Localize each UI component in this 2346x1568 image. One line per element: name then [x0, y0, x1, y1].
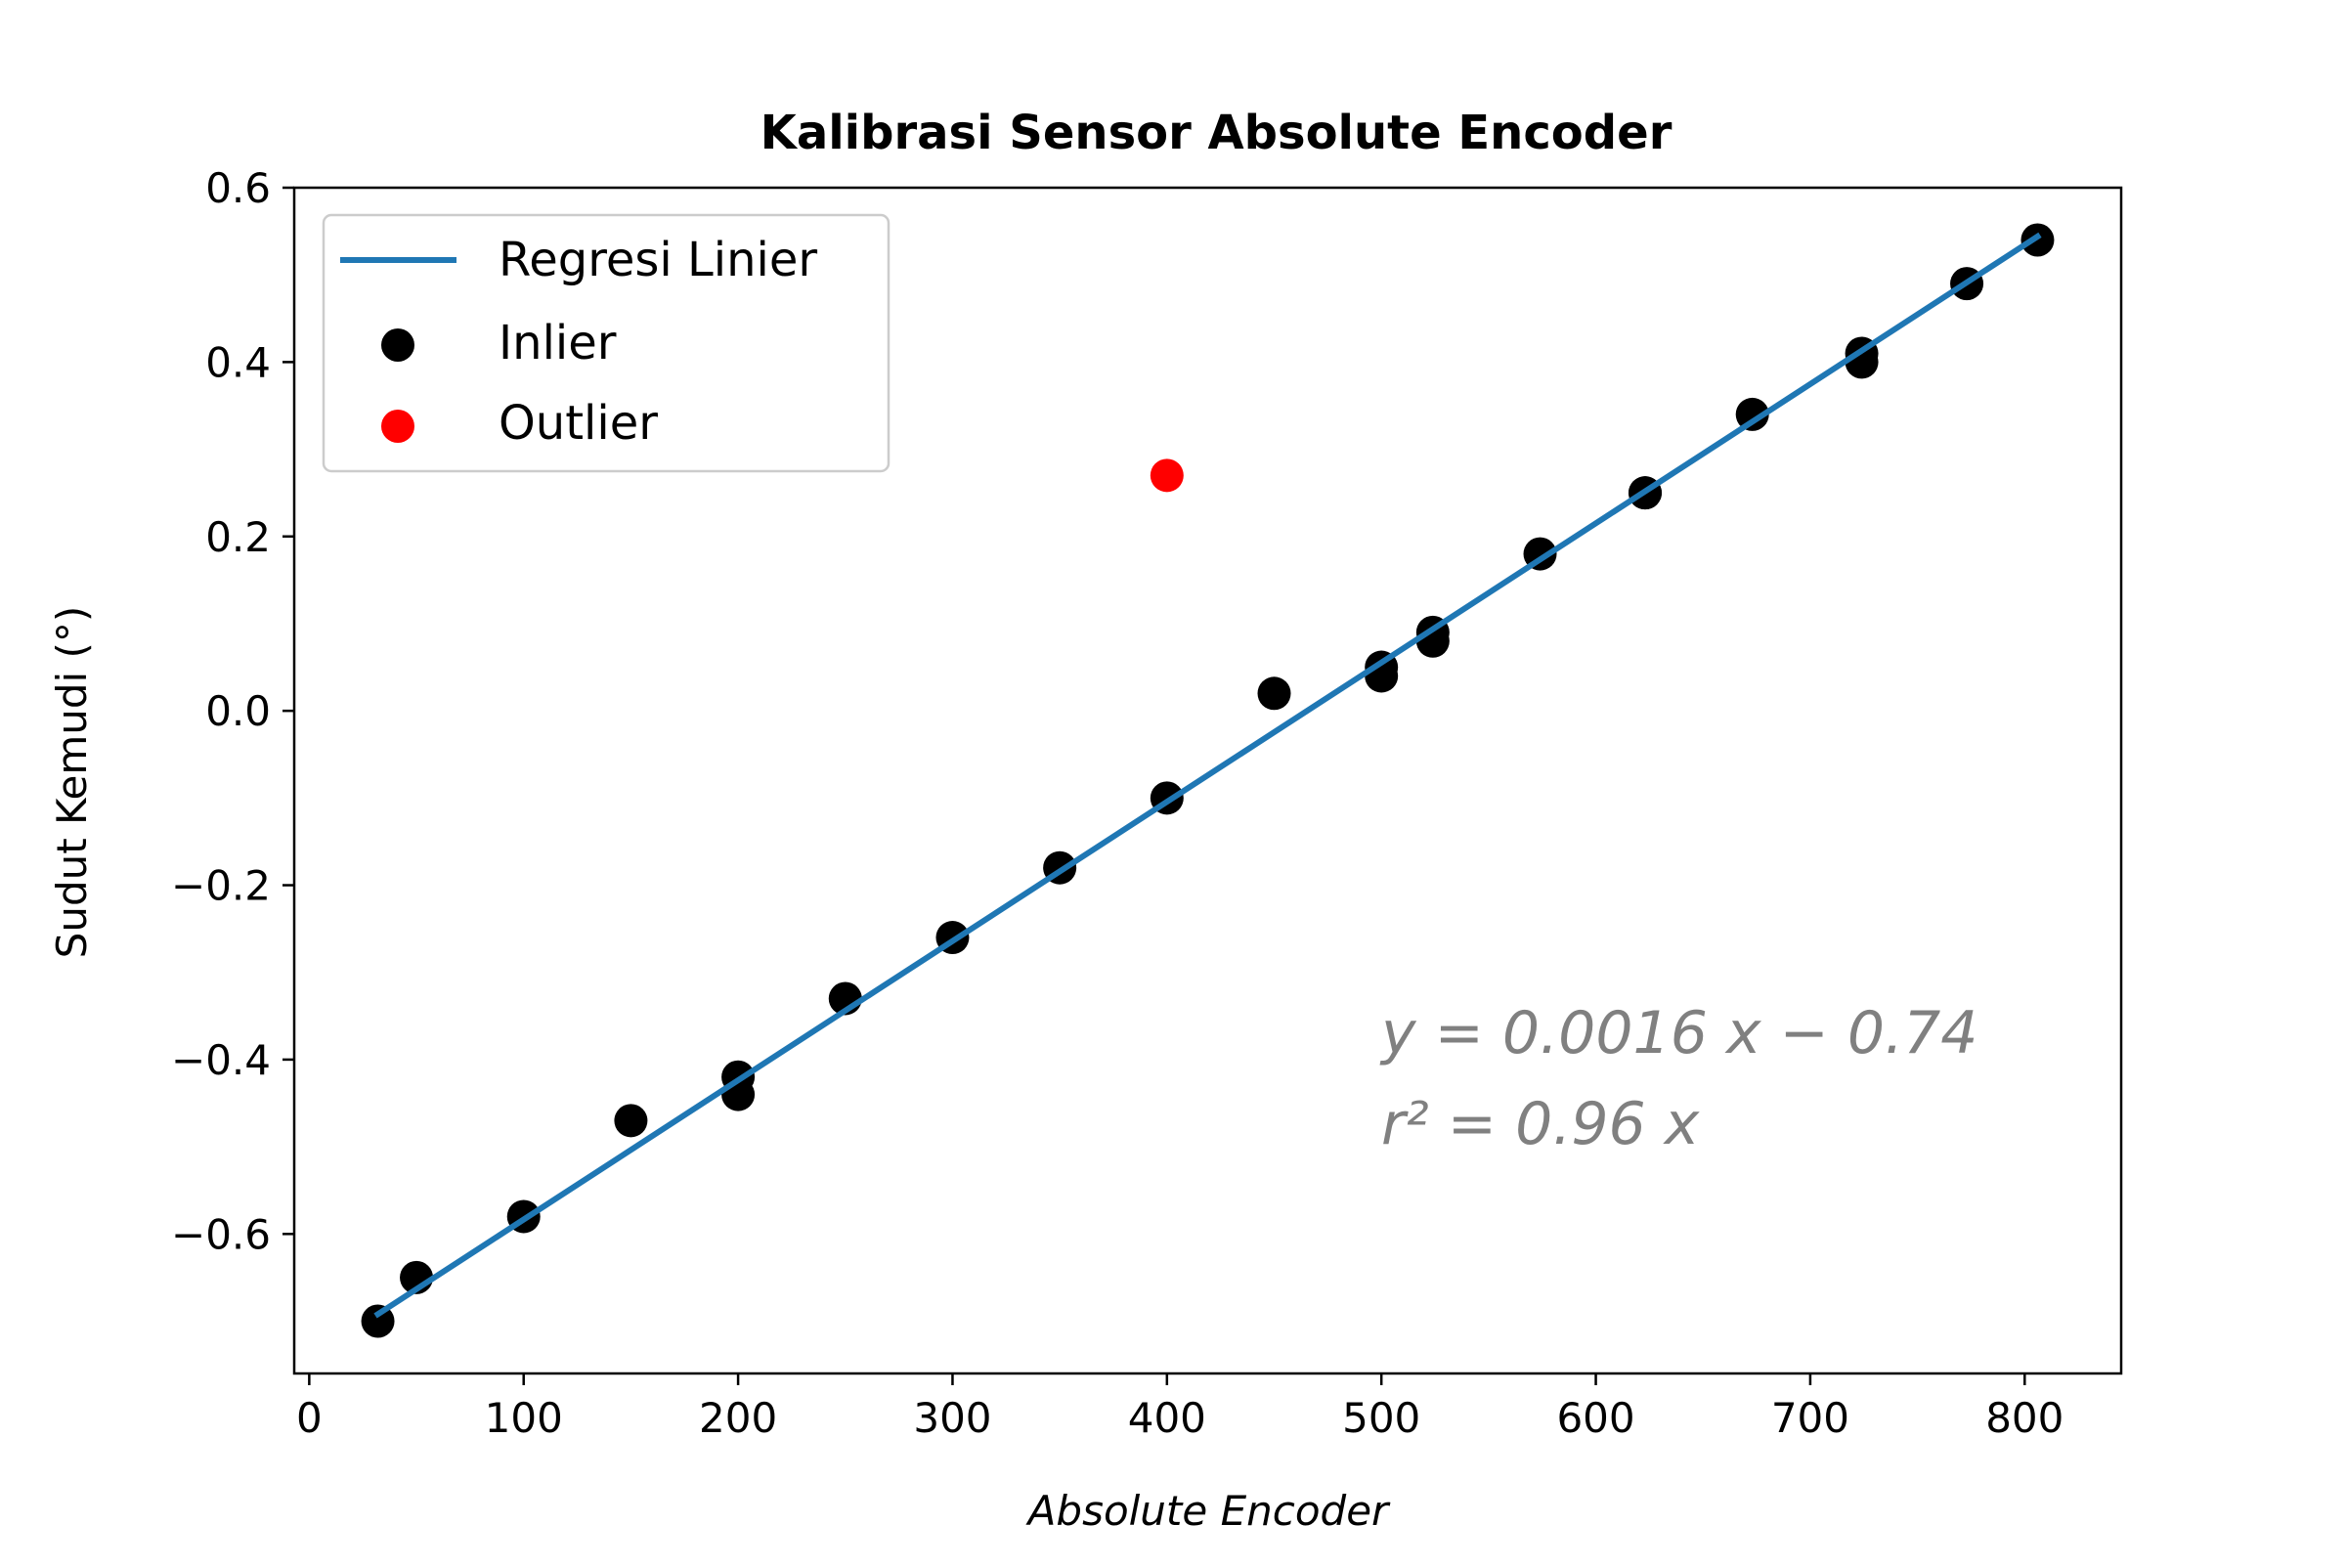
- legend-label-regression: Regresi Linier: [499, 233, 817, 287]
- outlier-point: [1150, 458, 1184, 493]
- y-tick-label: −0.2: [171, 862, 271, 910]
- x-tick-label: 500: [1342, 1394, 1420, 1442]
- y-tick-label: −0.4: [171, 1036, 271, 1084]
- legend-frame: [322, 213, 891, 473]
- x-tick-label: 0: [296, 1394, 323, 1442]
- inlier-point: [1257, 676, 1291, 711]
- inlier-point: [1735, 397, 1769, 431]
- legend-inlier-swatch: [381, 328, 414, 362]
- y-tick-label: −0.6: [171, 1210, 271, 1258]
- equation-line-1: y = 0.0016 x − 0.74: [1379, 999, 1977, 1067]
- x-tick-label: 600: [1556, 1394, 1634, 1442]
- y-tick-label: 0.2: [205, 513, 271, 561]
- x-tick-label: 700: [1771, 1394, 1849, 1442]
- x-axis-label: Absolute Encoder: [1025, 1487, 1391, 1535]
- y-tick-label: 0.0: [205, 687, 271, 735]
- regression-line: [373, 232, 2042, 1319]
- y-tick-label: 0.6: [205, 164, 271, 212]
- equation-annotation: y = 0.0016 x − 0.74 r² = 0.96 x: [1379, 999, 1977, 1158]
- y-axis: −0.6 −0.4 −0.2 0.0 0.2 0.4 0.6: [171, 164, 294, 1258]
- x-tick-label: 800: [1985, 1394, 2064, 1442]
- x-tick-label: 300: [913, 1394, 991, 1442]
- plot-frame: [292, 186, 2123, 1375]
- legend-label-outlier: Outlier: [499, 396, 658, 451]
- chart-title: Kalibrasi Sensor Absolute Encoder: [760, 106, 1673, 160]
- legend-label-inlier: Inlier: [499, 316, 617, 370]
- plot-area: [361, 223, 2055, 1338]
- inlier-point: [361, 1304, 395, 1338]
- x-tick-label: 100: [485, 1394, 563, 1442]
- equation-line-2: r² = 0.96 x: [1381, 1090, 1700, 1158]
- x-tick-label: 400: [1128, 1394, 1206, 1442]
- x-axis: 0 100 200 300 400 500 600 700 800: [296, 1373, 2064, 1442]
- legend: Regresi Linier Inlier Outlier: [322, 213, 891, 473]
- inlier-point: [614, 1104, 648, 1138]
- y-tick-label: 0.4: [205, 338, 271, 386]
- legend-outlier-swatch: [381, 410, 414, 443]
- x-tick-label: 200: [699, 1394, 777, 1442]
- y-axis-label: Sudut Kemudi (°): [48, 606, 96, 959]
